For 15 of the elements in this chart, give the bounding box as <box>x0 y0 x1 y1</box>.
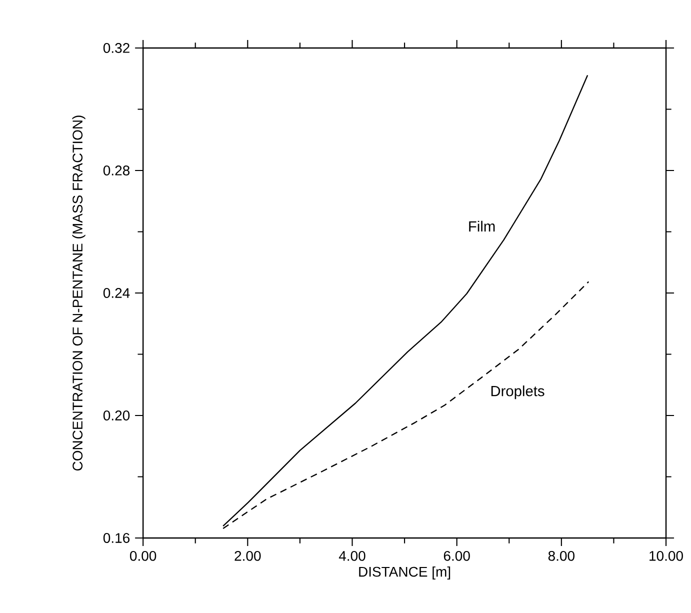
x-tick-label: 6.00 <box>444 550 470 561</box>
y-tick-label: 0.16 <box>103 533 130 543</box>
x-tick-label: 4.00 <box>338 550 366 561</box>
y-tick-label: 0.28 <box>103 166 130 176</box>
series-label: Droplets <box>491 385 544 400</box>
y-tick-label: 0.24 <box>103 288 130 298</box>
x-tick-label: 8.00 <box>548 550 574 561</box>
y-axis-title: CONCENTRATION OF N-PENTANE (MASS FRACTION) <box>72 116 86 471</box>
series-label: Film <box>469 220 495 232</box>
x-tick-label: 0.00 <box>130 550 156 561</box>
y-tick-label: 0.32 <box>103 43 130 53</box>
x-tick-label: 2.00 <box>234 550 261 561</box>
x-axis-title: DISTANCE [m] <box>359 566 450 580</box>
y-tick-label: 0.20 <box>103 410 130 420</box>
x-tick-label: 10.00 <box>650 550 683 561</box>
